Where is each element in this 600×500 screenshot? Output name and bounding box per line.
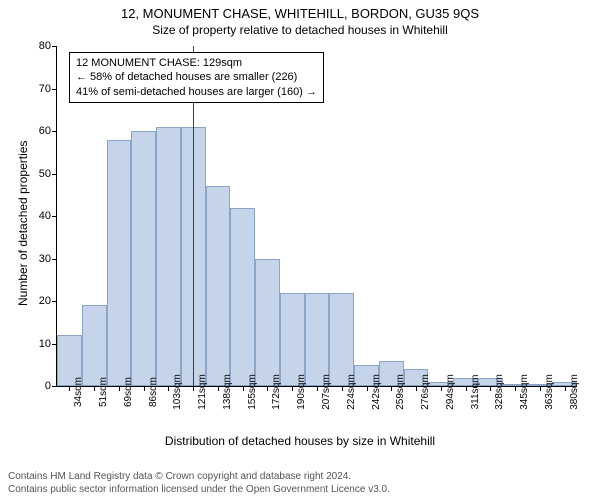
x-tick-label: 190sqm [296,374,307,410]
x-tick-label: 328sqm [494,374,505,410]
x-tick-mark [292,386,293,391]
y-tick-mark [52,131,57,132]
page-title: 12, MONUMENT CHASE, WHITEHILL, BORDON, G… [0,0,600,21]
x-tick-label: 138sqm [222,374,233,410]
histogram-bar [255,259,280,387]
x-tick-mark [466,386,467,391]
x-tick-label: 155sqm [247,374,258,410]
annotation-line-2: ← 58% of detached houses are smaller (22… [76,70,317,84]
x-tick-label: 207sqm [321,374,332,410]
x-tick-mark [490,386,491,391]
histogram-bar [230,208,255,387]
x-tick-mark [119,386,120,391]
x-tick-label: 242sqm [371,374,382,410]
x-tick-mark [193,386,194,391]
x-tick-label: 276sqm [420,374,431,410]
annotation-line-1: 12 MONUMENT CHASE: 129sqm [76,56,317,70]
y-tick-mark [52,174,57,175]
page-subtitle: Size of property relative to detached ho… [0,21,600,37]
footer-attribution: Contains HM Land Registry data © Crown c… [8,470,390,496]
x-tick-label: 172sqm [271,374,282,410]
histogram-bar [206,186,231,386]
x-tick-mark [94,386,95,391]
y-tick-mark [52,216,57,217]
histogram-bar [329,293,354,387]
x-tick-mark [243,386,244,391]
y-tick-mark [52,259,57,260]
x-tick-mark [168,386,169,391]
y-tick-mark [52,386,57,387]
x-tick-mark [540,386,541,391]
histogram-bar [280,293,305,387]
x-tick-label: 121sqm [197,374,208,410]
x-tick-mark [441,386,442,391]
x-tick-label: 363sqm [544,374,555,410]
histogram-bar [156,127,181,386]
x-tick-mark [317,386,318,391]
x-tick-label: 380sqm [569,374,580,410]
x-tick-mark [267,386,268,391]
x-tick-mark [416,386,417,391]
x-tick-mark [367,386,368,391]
x-tick-label: 103sqm [172,374,183,410]
footer-line-1: Contains HM Land Registry data © Crown c… [8,470,390,483]
x-tick-label: 345sqm [519,374,530,410]
y-tick-mark [52,89,57,90]
annotation-line-3: 41% of semi-detached houses are larger (… [76,85,317,99]
y-tick-mark [52,46,57,47]
x-tick-label: 311sqm [470,375,481,410]
x-tick-label: 34sqm [73,377,84,407]
annotation-box: 12 MONUMENT CHASE: 129sqm← 58% of detach… [69,52,324,103]
x-tick-mark [342,386,343,391]
histogram-plot: 0102030405060708034sqm51sqm69sqm86sqm103… [56,46,577,387]
x-tick-label: 51sqm [98,377,109,407]
x-tick-mark [218,386,219,391]
histogram-bar [82,305,107,386]
x-tick-mark [565,386,566,391]
x-tick-label: 259sqm [395,374,406,410]
x-tick-mark [69,386,70,391]
x-tick-label: 294sqm [445,374,456,410]
x-tick-mark [391,386,392,391]
histogram-bar [107,140,132,387]
x-tick-label: 86sqm [148,377,159,407]
x-tick-label: 69sqm [123,377,134,407]
x-tick-mark [515,386,516,391]
x-tick-mark [144,386,145,391]
y-tick-mark [52,301,57,302]
histogram-bar [131,131,156,386]
x-axis-label: Distribution of detached houses by size … [0,434,600,448]
x-tick-label: 224sqm [346,374,357,410]
histogram-bar [305,293,330,387]
y-axis-label: Number of detached properties [16,141,30,306]
footer-line-2: Contains public sector information licen… [8,483,390,496]
